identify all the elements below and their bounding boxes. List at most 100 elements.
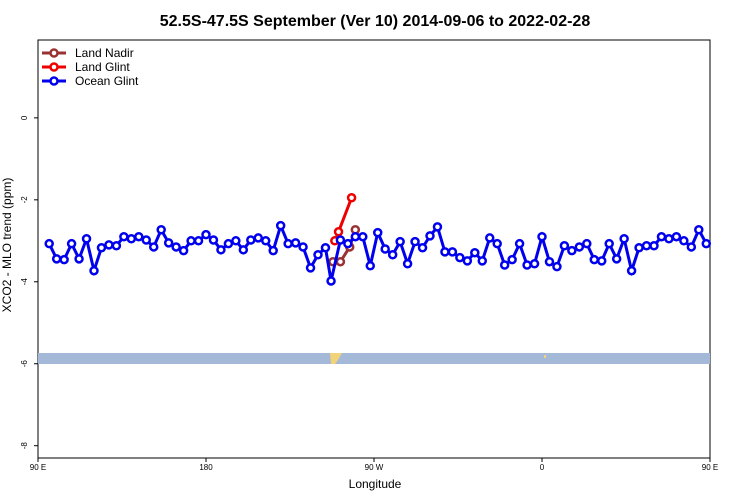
data-point: [104, 240, 114, 250]
data-point: [582, 238, 592, 249]
data-point: [81, 234, 92, 244]
data-point: [484, 233, 495, 243]
y-tick-label: 0: [20, 115, 29, 120]
data-point: [186, 236, 196, 246]
data-point: [567, 245, 577, 256]
data-point: [44, 238, 54, 249]
data-point: [664, 234, 674, 244]
data-point: [134, 231, 144, 242]
data-point: [320, 243, 331, 253]
data-point: [268, 245, 278, 256]
data-point: [559, 240, 570, 251]
data-point: [477, 256, 488, 266]
data-point: [148, 242, 159, 252]
data-point: [529, 259, 540, 269]
data-point: [656, 231, 667, 242]
data-point: [313, 249, 323, 260]
data-point: [641, 240, 652, 251]
data-point: [499, 260, 510, 270]
data-point: [208, 235, 219, 245]
data-point: [253, 233, 264, 243]
data-point: [59, 254, 69, 265]
data-point: [544, 256, 555, 267]
series: [44, 220, 712, 286]
data-point: [126, 234, 137, 244]
data-point: [231, 236, 241, 246]
y-tick-label: -2: [20, 196, 29, 204]
data-point: [552, 261, 562, 272]
data-point: [537, 231, 547, 242]
y-tick-label: -6: [20, 360, 29, 368]
data-point: [365, 261, 376, 271]
data-point: [626, 265, 637, 276]
data-point: [395, 236, 405, 247]
x-tick-label: 90 E: [702, 463, 718, 472]
data-point: [223, 238, 234, 249]
data-point: [611, 254, 622, 264]
data-point: [470, 247, 480, 258]
data-point: [514, 238, 525, 249]
data-point: [335, 235, 346, 245]
data-point: [89, 265, 99, 276]
data-point: [193, 236, 204, 246]
data-point: [96, 243, 107, 253]
data-point: [350, 231, 361, 242]
data-point: [402, 259, 413, 269]
data-point: [335, 256, 346, 267]
data-point: [574, 242, 585, 252]
data-point: [66, 238, 77, 249]
data-point: [410, 236, 420, 247]
data-point: [290, 238, 301, 248]
data-point: [246, 235, 256, 245]
ocean-strip: [38, 353, 710, 364]
data-point: [238, 245, 249, 255]
data-point: [305, 263, 316, 273]
legend-label: Ocean Glint: [75, 74, 139, 88]
legend-marker: [49, 48, 59, 58]
x-tick-label: 90 E: [30, 463, 46, 472]
data-point: [671, 231, 682, 242]
data-point: [649, 240, 659, 251]
y-tick-label: -4: [20, 278, 29, 286]
data-point: [283, 238, 293, 249]
data-point: [326, 276, 336, 286]
data-point: [201, 229, 211, 240]
data-point: [156, 224, 166, 235]
land-strip: [330, 353, 342, 364]
data-point: [275, 220, 286, 231]
legend-label: Land Nadir: [75, 46, 134, 60]
map-strip: [38, 353, 710, 364]
data-point: [163, 238, 174, 248]
data-point: [589, 254, 600, 265]
data-point: [417, 243, 428, 253]
data-point: [432, 222, 443, 232]
data-point: [298, 242, 308, 252]
data-point: [679, 236, 689, 246]
data-point: [358, 231, 368, 242]
data-point: [440, 247, 450, 257]
data-point: [604, 238, 614, 249]
y-axis-label: XCO2 - MLO trend (ppm): [0, 178, 14, 313]
data-point: [425, 231, 435, 241]
data-point: [447, 247, 458, 257]
data-point: [74, 254, 84, 264]
x-tick-label: 0: [540, 463, 545, 472]
data-point: [694, 224, 704, 235]
data-point: [260, 236, 271, 246]
data-point: [372, 227, 383, 238]
x-tick-label: 90 W: [365, 463, 384, 472]
data-point: [387, 249, 398, 260]
y-tick-label: -8: [20, 442, 29, 450]
legend-label: Land Glint: [75, 60, 130, 74]
data-point: [492, 238, 502, 249]
legend-marker: [49, 62, 59, 72]
data-point: [111, 240, 122, 251]
data-point: [462, 256, 473, 266]
data-point: [686, 242, 697, 252]
data-point: [634, 243, 644, 253]
data-point: [701, 238, 712, 249]
data-point: [178, 245, 189, 256]
